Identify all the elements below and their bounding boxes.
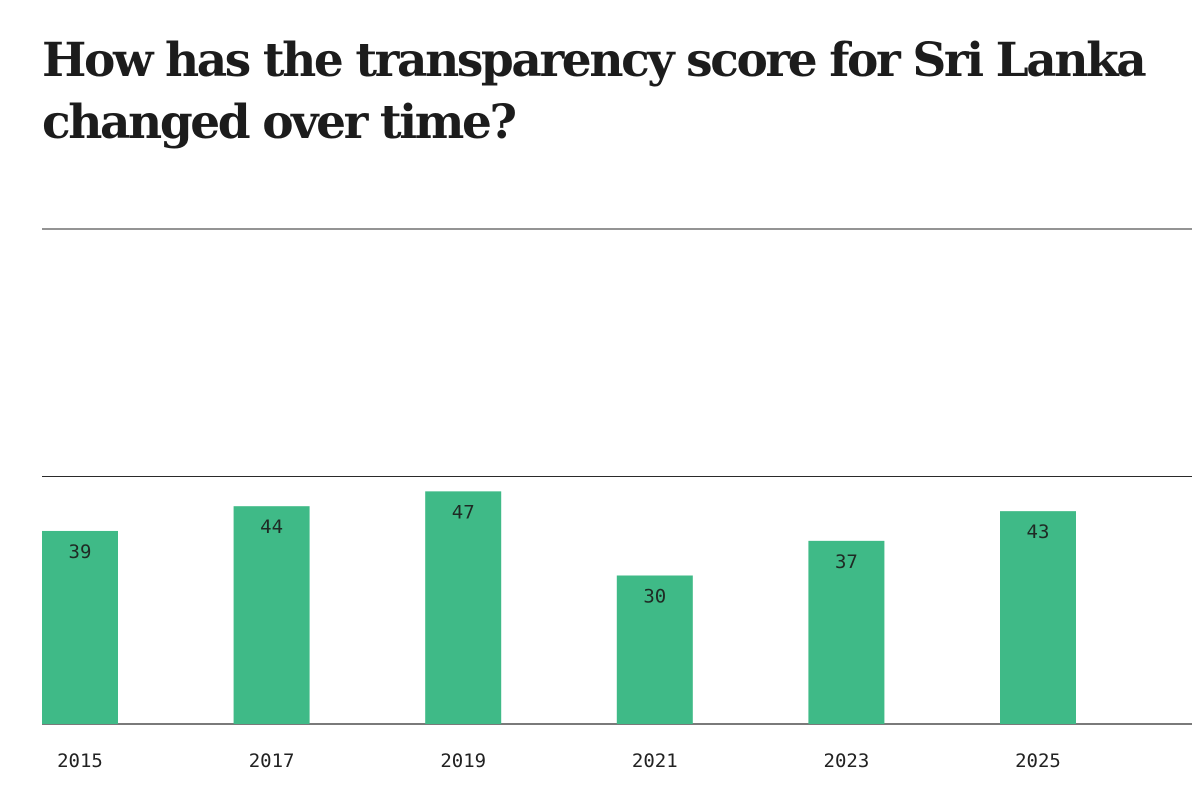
bar-value-label-2017: 44 (260, 516, 283, 538)
bars (42, 491, 1076, 724)
chart-title: How has the transparency score for Sri L… (42, 33, 1147, 150)
x-tick-label-2019: 2019 (440, 750, 486, 772)
bar-2017 (233, 506, 310, 724)
data-labels: 39 44 47 30 37 43 (69, 501, 1050, 607)
x-axis-tick-labels: 2015 2017 2019 2021 2023 2025 (57, 750, 1061, 772)
bar-2015 (42, 530, 118, 724)
bar-value-label-2023: 37 (835, 551, 858, 573)
bar-2021 (616, 575, 693, 724)
bar-2023 (808, 540, 885, 724)
x-tick-label-2017: 2017 (249, 750, 295, 772)
bar-value-label-2015: 39 (69, 541, 92, 563)
x-tick-label-2021: 2021 (632, 750, 678, 772)
bar-2025 (1000, 511, 1076, 724)
bar-value-label-2019: 47 (452, 501, 475, 523)
x-tick-label-2023: 2023 (824, 750, 870, 772)
x-tick-label-2025: 2025 (1015, 750, 1061, 772)
bar-value-label-2021: 30 (643, 586, 666, 608)
bar-value-label-2025: 43 (1027, 521, 1050, 543)
bar-2019 (425, 491, 502, 724)
x-tick-label-2015: 2015 (57, 750, 103, 772)
